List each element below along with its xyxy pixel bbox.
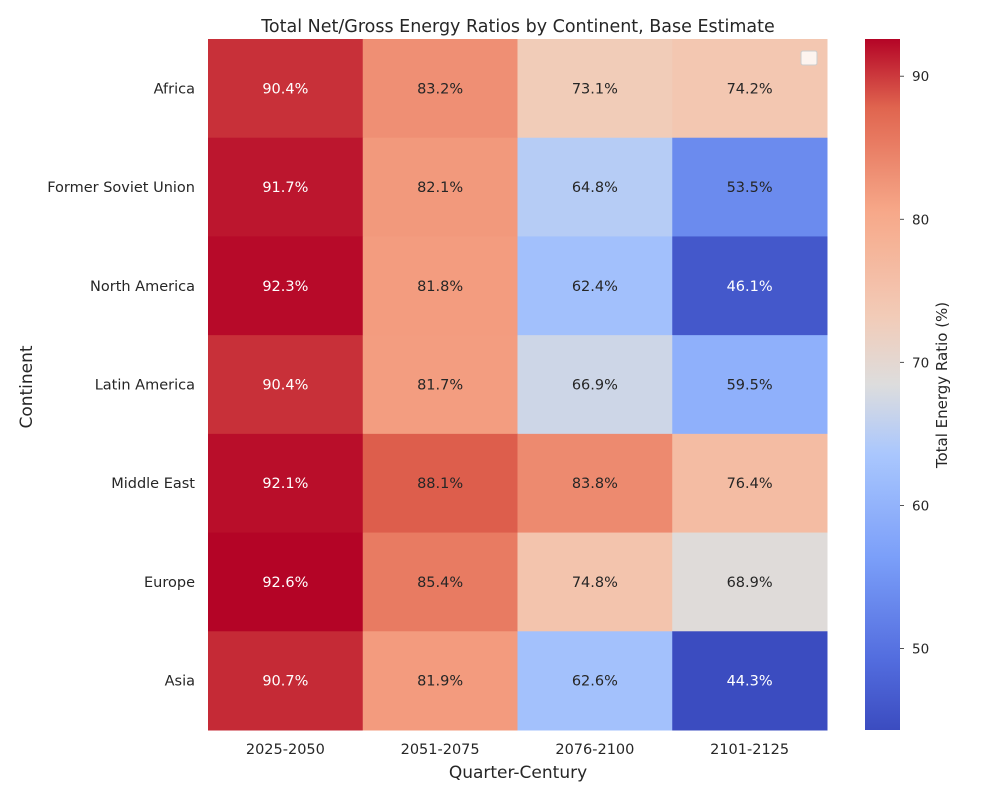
y-tick-label: Former Soviet Union: [47, 180, 195, 196]
heatmap-cell: [208, 433, 364, 534]
heatmap-cell: [362, 39, 518, 139]
cell-value-label: 44.3%: [727, 674, 773, 690]
cell-value-label: 81.8%: [417, 279, 463, 295]
heatmap-cell: [208, 631, 364, 731]
heatmap-cell: [517, 39, 673, 139]
heatmap-cell: [517, 433, 673, 534]
heatmap-cell: [672, 532, 828, 632]
y-axis-label: Continent: [17, 345, 37, 428]
heatmap-cell: [517, 335, 673, 435]
heatmap-cell: [517, 631, 673, 731]
heatmap-cell: [362, 137, 518, 237]
cell-value-label: 90.4%: [262, 81, 308, 97]
heatmap-cell: [362, 433, 518, 534]
chart-title: Total Net/Gross Energy Ratios by Contine…: [260, 17, 775, 37]
x-axis-ticks: 2025-2050 2051-2075 2076-2100 2101-2125: [246, 742, 789, 758]
cell-value-label: 92.3%: [262, 279, 308, 295]
colorbar-tick-label: 50: [912, 641, 929, 657]
cell-value-label: 83.8%: [572, 476, 618, 492]
y-tick-label: Asia: [165, 674, 195, 690]
heatmap-cell: [208, 236, 364, 336]
cell-value-label: 68.9%: [727, 575, 773, 591]
heatmap-cell: [517, 532, 673, 632]
cell-value-label: 74.2%: [727, 81, 773, 97]
cell-value-label: 62.4%: [572, 279, 618, 295]
colorbar-ticks: 50 60 70 80 90: [900, 69, 929, 657]
heatmap-cell-labels: 90.4% 83.2% 73.1% 74.2% 91.7% 82.1% 64.8% 53.5%…: [262, 81, 772, 689]
y-tick-label: Europe: [144, 575, 195, 591]
x-tick-label: 2051-2075: [401, 742, 480, 758]
heatmap-cell: [208, 532, 364, 632]
cell-value-label: 81.7%: [417, 378, 463, 394]
cell-value-label: 46.1%: [727, 279, 773, 295]
heatmap-cell: [362, 335, 518, 435]
cell-value-label: 85.4%: [417, 575, 463, 591]
heatmap-cell: [517, 137, 673, 237]
cell-value-label: 82.1%: [417, 180, 463, 196]
cell-value-label: 59.5%: [727, 378, 773, 394]
colorbar: [865, 39, 900, 730]
cell-value-label: 73.1%: [572, 81, 618, 97]
colorbar-tick-label: 90: [912, 69, 929, 85]
legend-box: [800, 50, 818, 66]
x-tick-label: 2101-2125: [710, 742, 789, 758]
heatmap-cell: [672, 236, 828, 336]
y-axis-ticks: Africa Former Soviet Union North America La…: [47, 81, 195, 689]
cell-value-label: 74.8%: [572, 575, 618, 591]
cell-value-label: 90.7%: [262, 674, 308, 690]
heatmap-cell: [362, 532, 518, 632]
heatmap-cell: [208, 335, 364, 435]
heatmap-cell: [362, 631, 518, 731]
colorbar-label: Total Energy Ratio (%): [933, 302, 951, 469]
cell-value-label: 83.2%: [417, 81, 463, 97]
cell-value-label: 66.9%: [572, 378, 618, 394]
y-tick-label: Africa: [154, 81, 195, 97]
x-tick-label: 2076-2100: [555, 742, 634, 758]
colorbar-tick-label: 70: [912, 355, 929, 371]
heatmap-cell: [672, 433, 828, 534]
cell-value-label: 91.7%: [262, 180, 308, 196]
colorbar-tick-label: 60: [912, 498, 929, 514]
cell-value-label: 88.1%: [417, 476, 463, 492]
y-tick-label: Middle East: [111, 476, 195, 492]
cell-value-label: 90.4%: [262, 378, 308, 394]
heatmap-cell: [672, 335, 828, 435]
heatmap-cell: [208, 39, 364, 139]
x-axis-label: Quarter-Century: [449, 763, 587, 783]
heatmap-cell: [517, 236, 673, 336]
y-tick-label: Latin America: [95, 378, 195, 394]
heatmap-cell: [362, 236, 518, 336]
cell-value-label: 92.1%: [262, 476, 308, 492]
cell-value-label: 81.9%: [417, 674, 463, 690]
colorbar-tick-label: 80: [912, 212, 929, 228]
heatmap-cell: [672, 137, 828, 237]
cell-value-label: 76.4%: [727, 476, 773, 492]
cell-value-label: 92.6%: [262, 575, 308, 591]
legend-frame: [800, 50, 818, 66]
cell-value-label: 64.8%: [572, 180, 618, 196]
cell-value-label: 62.6%: [572, 674, 618, 690]
cell-value-label: 53.5%: [727, 180, 773, 196]
x-tick-label: 2025-2050: [246, 742, 325, 758]
heatmap-cell: [672, 631, 828, 731]
y-tick-label: North America: [90, 279, 195, 295]
heatmap-cell: [208, 137, 364, 237]
